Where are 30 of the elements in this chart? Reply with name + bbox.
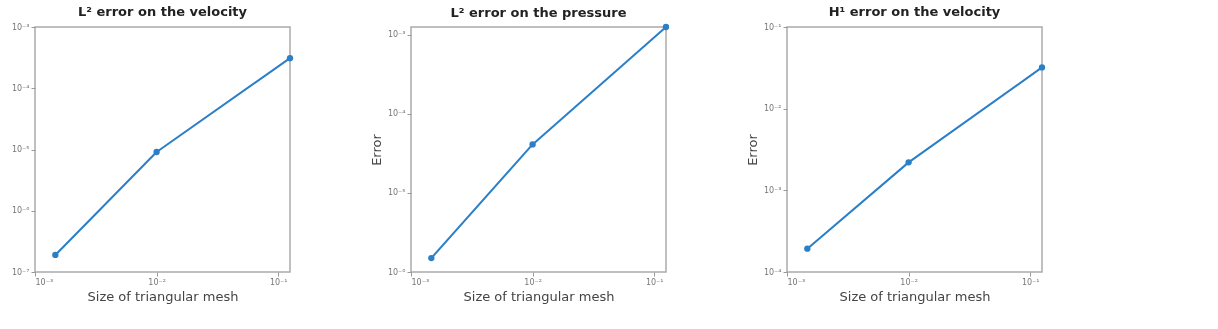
y-tick-label: 10⁻³	[763, 185, 782, 195]
x-axis-title: Size of triangular mesh	[839, 288, 991, 304]
chart-title: H¹ error on the velocity	[828, 4, 1001, 19]
x-tick-label: 10⁻²	[524, 277, 542, 287]
y-tick-label: 10⁻¹	[763, 22, 782, 32]
x-tick-label: 10⁻²	[900, 277, 918, 287]
y-tick-label: 10⁻⁶	[11, 206, 30, 216]
y-tick-label: 10⁻⁶	[387, 267, 406, 277]
x-axis-title: Size of triangular mesh	[87, 288, 239, 304]
y-tick-label: 10⁻³	[11, 22, 30, 32]
y-tick-label: 10⁻⁴	[11, 83, 30, 93]
y-axis-title: Error	[744, 133, 760, 166]
x-tick-label: 10⁻³	[787, 277, 806, 287]
chart-title: L² error on the velocity	[77, 4, 248, 19]
x-tick-label: 10⁻²	[148, 277, 166, 287]
x-tick-label: 10⁻¹	[645, 277, 664, 287]
x-tick-label: 10⁻³	[411, 277, 430, 287]
x-tick-label: 10⁻³	[35, 277, 54, 287]
y-tick-label: 10⁻⁵	[387, 188, 406, 198]
x-tick-label: 10⁻¹	[1021, 277, 1040, 287]
x-axis-title: Size of triangular mesh	[463, 288, 615, 304]
x-tick-label: 10⁻¹	[269, 277, 288, 287]
y-tick-label: 10⁻⁵	[11, 145, 30, 154]
chart-title: L² error on the pressure	[450, 4, 627, 20]
y-tick-label: 10⁻⁴	[387, 109, 406, 119]
y-tick-label: 10⁻⁷	[11, 267, 30, 277]
y-axis-title: Error	[368, 133, 384, 166]
y-tick-label: 10⁻²	[763, 104, 782, 114]
y-tick-label: 10⁻³	[387, 30, 406, 40]
y-tick-label: 10⁻⁴	[763, 267, 782, 277]
